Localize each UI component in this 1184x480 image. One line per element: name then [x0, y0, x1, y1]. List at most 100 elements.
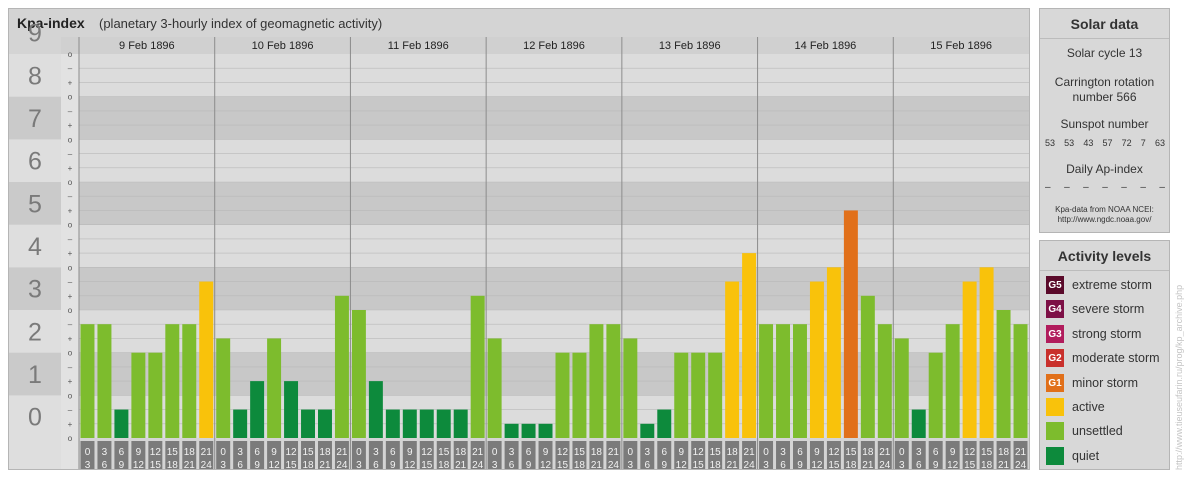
kp-bar: [250, 381, 265, 438]
interval-label-box: [487, 441, 502, 469]
legend-swatch: G2: [1046, 349, 1064, 367]
chart-subtitle: (planetary 3-hourly index of geomagnetic…: [99, 16, 383, 31]
interval-end-label: 21: [184, 460, 196, 469]
interval-label-box: [504, 441, 519, 469]
solar-data-title: Solar data: [1040, 9, 1169, 39]
interval-start-label: 9: [814, 447, 820, 458]
interval-label-box: [776, 441, 790, 469]
interval-start-label: 0: [899, 447, 905, 458]
y-tick-label: 3: [28, 276, 42, 304]
interval-start-label: 9: [136, 447, 142, 458]
interval-label-box: [538, 441, 553, 469]
kp-bar: [860, 295, 875, 438]
level-band: [79, 54, 1029, 97]
interval-end-label: 6: [780, 460, 786, 469]
y-minor-label: +: [68, 78, 73, 87]
interval-label-box: [555, 441, 570, 469]
level-band: [79, 96, 1029, 140]
interval-start-label: 6: [933, 447, 939, 458]
date-header-band: [61, 37, 1029, 54]
y-minor-label: –: [68, 150, 73, 159]
interval-start-label: 0: [628, 447, 634, 458]
y-minor-label: –: [68, 363, 73, 372]
axis-band: [9, 310, 61, 353]
kp-bar: [504, 423, 519, 438]
interval-label-box: [301, 441, 315, 469]
interval-end-label: 12: [947, 460, 959, 469]
kp-bar: [334, 295, 349, 438]
kp-bar: [351, 310, 366, 438]
chart-title: Kpa-index: [17, 15, 85, 31]
carrington-line2: number 566: [1072, 90, 1137, 104]
interval-start-label: 21: [472, 447, 484, 458]
legend-swatch: G1: [1046, 374, 1064, 392]
interval-end-label: 3: [356, 460, 362, 469]
interval-label-box: [759, 441, 774, 469]
kp-bar: [402, 409, 417, 438]
axis-band: [9, 352, 61, 396]
interval-label-box: [708, 441, 723, 469]
kp-bar: [114, 409, 129, 438]
y-minor-label: –: [68, 406, 73, 415]
kp-chart-panel: Kpa-index (planetary 3-hourly index of g…: [8, 8, 1030, 470]
interval-start-label: 0: [356, 447, 362, 458]
axis-band: [9, 96, 61, 140]
interval-label-box: [623, 441, 638, 469]
interval-end-label: 6: [645, 460, 651, 469]
y-tick-label: 2: [28, 318, 42, 346]
interval-end-label: 24: [472, 460, 484, 469]
kp-bar: [691, 352, 706, 438]
interval-end-label: 9: [797, 460, 803, 469]
interval-start-label: 9: [678, 447, 684, 458]
y-tick-label: 5: [28, 190, 42, 218]
kp-bar: [436, 409, 451, 438]
ap-value: –: [1140, 182, 1146, 193]
interval-label-box: [351, 441, 366, 469]
interval-end-label: 24: [879, 460, 891, 469]
interval-start-label: 18: [591, 447, 603, 458]
source-line1: Kpa-data from NOAA NCEI:: [1055, 205, 1154, 214]
sunspot-value: 53: [1045, 138, 1056, 148]
interval-start-label: 21: [879, 447, 891, 458]
interval-end-label: 24: [608, 460, 620, 469]
interval-start-label: 12: [964, 447, 976, 458]
level-band: [79, 267, 1029, 310]
legend-item-active: active: [1046, 397, 1105, 417]
day-label: 13 Feb 1896: [659, 40, 721, 52]
interval-label-box: [725, 441, 740, 469]
interval-end-label: 9: [526, 460, 532, 469]
legend-swatch: G5: [1046, 276, 1064, 294]
interval-label-box: [182, 441, 197, 469]
interval-label-box: [165, 441, 180, 469]
ap-value: –: [1159, 182, 1165, 193]
kp-bar: [843, 210, 858, 438]
ap-value: –: [1064, 182, 1070, 193]
kp-bar: [233, 409, 248, 438]
kp-bar: [759, 324, 774, 438]
day-label: 15 Feb 1896: [930, 40, 992, 52]
interval-start-label: 12: [421, 447, 433, 458]
day-label: 9 Feb 1896: [119, 40, 175, 52]
kp-bar: [809, 281, 824, 438]
interval-end-label: 15: [828, 460, 840, 469]
sunspot-value: 63: [1154, 138, 1165, 148]
interval-end-label: 9: [390, 460, 396, 469]
kp-bar: [521, 423, 536, 438]
interval-start-label: 6: [797, 447, 803, 458]
interval-start-label: 15: [710, 447, 722, 458]
y-minor-label: o: [68, 221, 73, 230]
y-tick-label: 9: [28, 20, 42, 48]
interval-label-box: [216, 441, 231, 469]
interval-label-box: [521, 441, 536, 469]
kp-bar: [318, 409, 332, 438]
interval-label-box: [453, 441, 468, 469]
interval-start-label: 9: [271, 447, 277, 458]
kp-bar: [979, 267, 994, 438]
sunspot-title: Sunspot number: [1060, 117, 1149, 131]
interval-start-label: 6: [119, 447, 125, 458]
interval-start-label: 18: [998, 447, 1010, 458]
y-tick-label: 7: [28, 105, 42, 133]
interval-end-label: 18: [438, 460, 450, 469]
interval-start-label: 12: [285, 447, 297, 458]
interval-end-label: 24: [336, 460, 348, 469]
